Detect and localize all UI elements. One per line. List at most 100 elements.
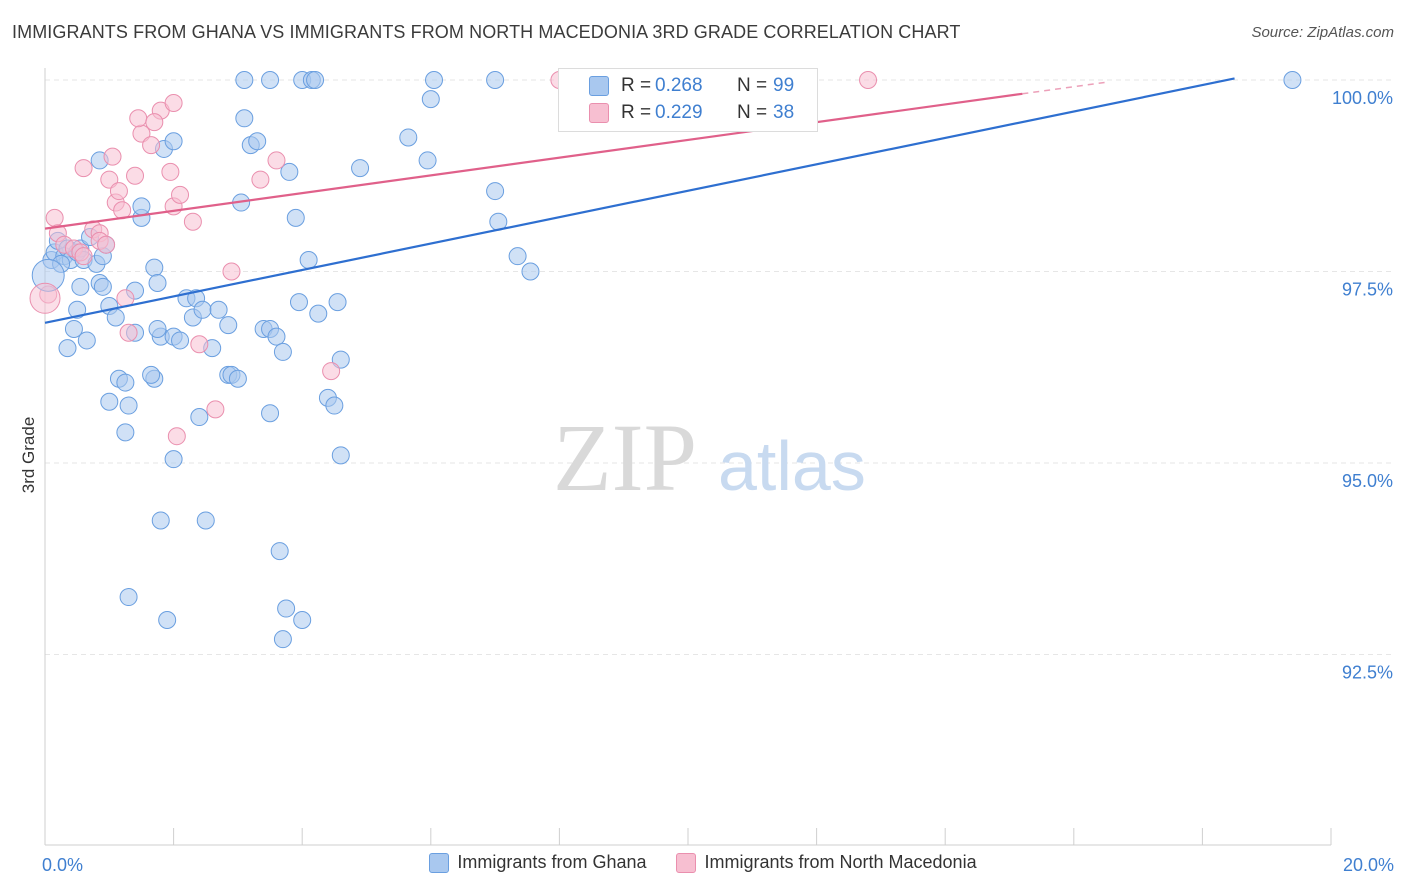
y-axis-label: 3rd Grade	[19, 417, 38, 494]
ghana-point	[418, 151, 437, 170]
ghana-point	[331, 446, 350, 465]
legend-item-north-macedonia[interactable]: Immigrants from North Macedonia	[676, 852, 977, 873]
ghana-point	[248, 132, 267, 151]
ghana-point	[116, 423, 135, 442]
r-label: R =	[621, 75, 652, 96]
ghana-point	[93, 277, 112, 296]
ghana-point	[151, 511, 170, 530]
north-macedonia-point	[859, 71, 878, 89]
north-macedonia-point	[129, 109, 148, 128]
ghana-point	[119, 396, 138, 415]
north-macedonia-point	[164, 93, 183, 112]
n-label: N =	[737, 102, 768, 123]
ghana-point	[309, 304, 328, 323]
ghana-point	[164, 450, 183, 469]
ghana-point	[132, 197, 151, 216]
stats-box: R = 0.268 N = 99 R = 0.229 N = 38	[558, 68, 818, 132]
north-macedonia-point	[119, 323, 138, 342]
ghana-point	[209, 300, 228, 319]
ghana-point	[219, 316, 238, 335]
ghana-point	[77, 331, 96, 350]
ghana-point	[68, 300, 87, 319]
ghana-point	[521, 262, 540, 281]
north-macedonia-swatch	[589, 103, 609, 123]
ghana-point	[116, 373, 135, 392]
ghana-point	[235, 71, 254, 89]
north-macedonia-point	[167, 427, 186, 446]
r-label: R =	[621, 102, 652, 123]
ghana-point	[286, 208, 305, 227]
north-macedonia-point	[145, 113, 164, 132]
axes	[44, 68, 1332, 846]
tick-labels: 100.0% 97.5% 95.0% 92.5% 0.0% 20.0%	[42, 88, 1394, 875]
chart-legend: Immigrants from Ghana Immigrants from No…	[0, 852, 1406, 873]
north-macedonia-point	[45, 208, 64, 227]
ghana-point	[486, 182, 505, 201]
north-macedonia-point	[222, 262, 241, 281]
north-macedonia-point	[74, 159, 93, 178]
stats-row-north-macedonia: R = 0.229 N = 38	[559, 102, 794, 124]
north-macedonia-point	[97, 235, 116, 254]
north-macedonia-point	[322, 362, 341, 381]
ghana-point	[280, 162, 299, 181]
north-macedonia-point	[267, 151, 286, 170]
ghana-point	[164, 132, 183, 151]
ghana-point	[71, 277, 90, 296]
north-macedonia-point	[161, 162, 180, 181]
north-macedonia-point	[190, 335, 209, 354]
gridlines	[45, 79, 1394, 655]
ghana-point	[325, 396, 344, 415]
north-macedonia-trend-line-extension	[1022, 81, 1107, 95]
ghana-point	[228, 369, 247, 388]
north-macedonia-point	[142, 136, 161, 155]
ghana-point	[64, 319, 83, 338]
ghana-point	[273, 342, 292, 361]
ghana-swatch	[589, 76, 609, 96]
y-tick-label: 97.5%	[1342, 280, 1393, 300]
ghana-point	[351, 159, 370, 178]
legend-swatch-ghana	[429, 852, 450, 873]
stats-row-ghana: R = 0.268 N = 99	[559, 75, 794, 97]
r-value: 0.229	[655, 102, 703, 123]
ghana-point	[196, 511, 215, 530]
ghana-point	[399, 128, 418, 147]
data-points	[29, 71, 1302, 649]
legend-swatch-north-macedonia	[676, 852, 697, 873]
north-macedonia-point	[103, 147, 122, 166]
n-label: N =	[737, 75, 768, 96]
north-macedonia-point	[126, 166, 145, 185]
ghana-point	[421, 90, 440, 109]
ghana-point	[142, 365, 161, 384]
ghana-trend-line	[44, 77, 1235, 324]
north-macedonia-point	[74, 247, 93, 266]
ghana-point	[158, 611, 177, 630]
y-tick-label: 95.0%	[1342, 471, 1393, 491]
legend-item-ghana[interactable]: Immigrants from Ghana	[429, 852, 646, 873]
ghana-point	[235, 109, 254, 128]
n-value: 99	[773, 75, 795, 96]
ghana-point	[261, 404, 280, 423]
ghana-point	[267, 327, 286, 346]
ghana-point	[273, 630, 292, 649]
r-value: 0.268	[655, 75, 703, 96]
ghana-point	[193, 300, 212, 319]
ghana-point	[270, 542, 289, 561]
ghana-point	[171, 331, 190, 350]
watermark-atlas: atlas	[718, 427, 866, 505]
ghana-point	[277, 599, 296, 618]
watermark: ZIP atlas	[553, 404, 866, 511]
ghana-point	[58, 339, 77, 358]
x-tick-label: 20.0%	[1343, 855, 1394, 875]
ghana-point	[100, 392, 119, 411]
chart-title: IMMIGRANTS FROM GHANA VS IMMIGRANTS FROM…	[12, 22, 961, 42]
north-macedonia-point	[183, 212, 202, 231]
ghana-point	[306, 71, 325, 89]
ghana-point	[190, 408, 209, 427]
north-macedonia-point	[206, 400, 225, 419]
north-macedonia-point	[29, 282, 61, 314]
ghana-point	[289, 293, 308, 312]
ghana-point	[106, 308, 125, 327]
north-macedonia-point	[109, 182, 128, 201]
north-macedonia-point	[100, 170, 119, 189]
